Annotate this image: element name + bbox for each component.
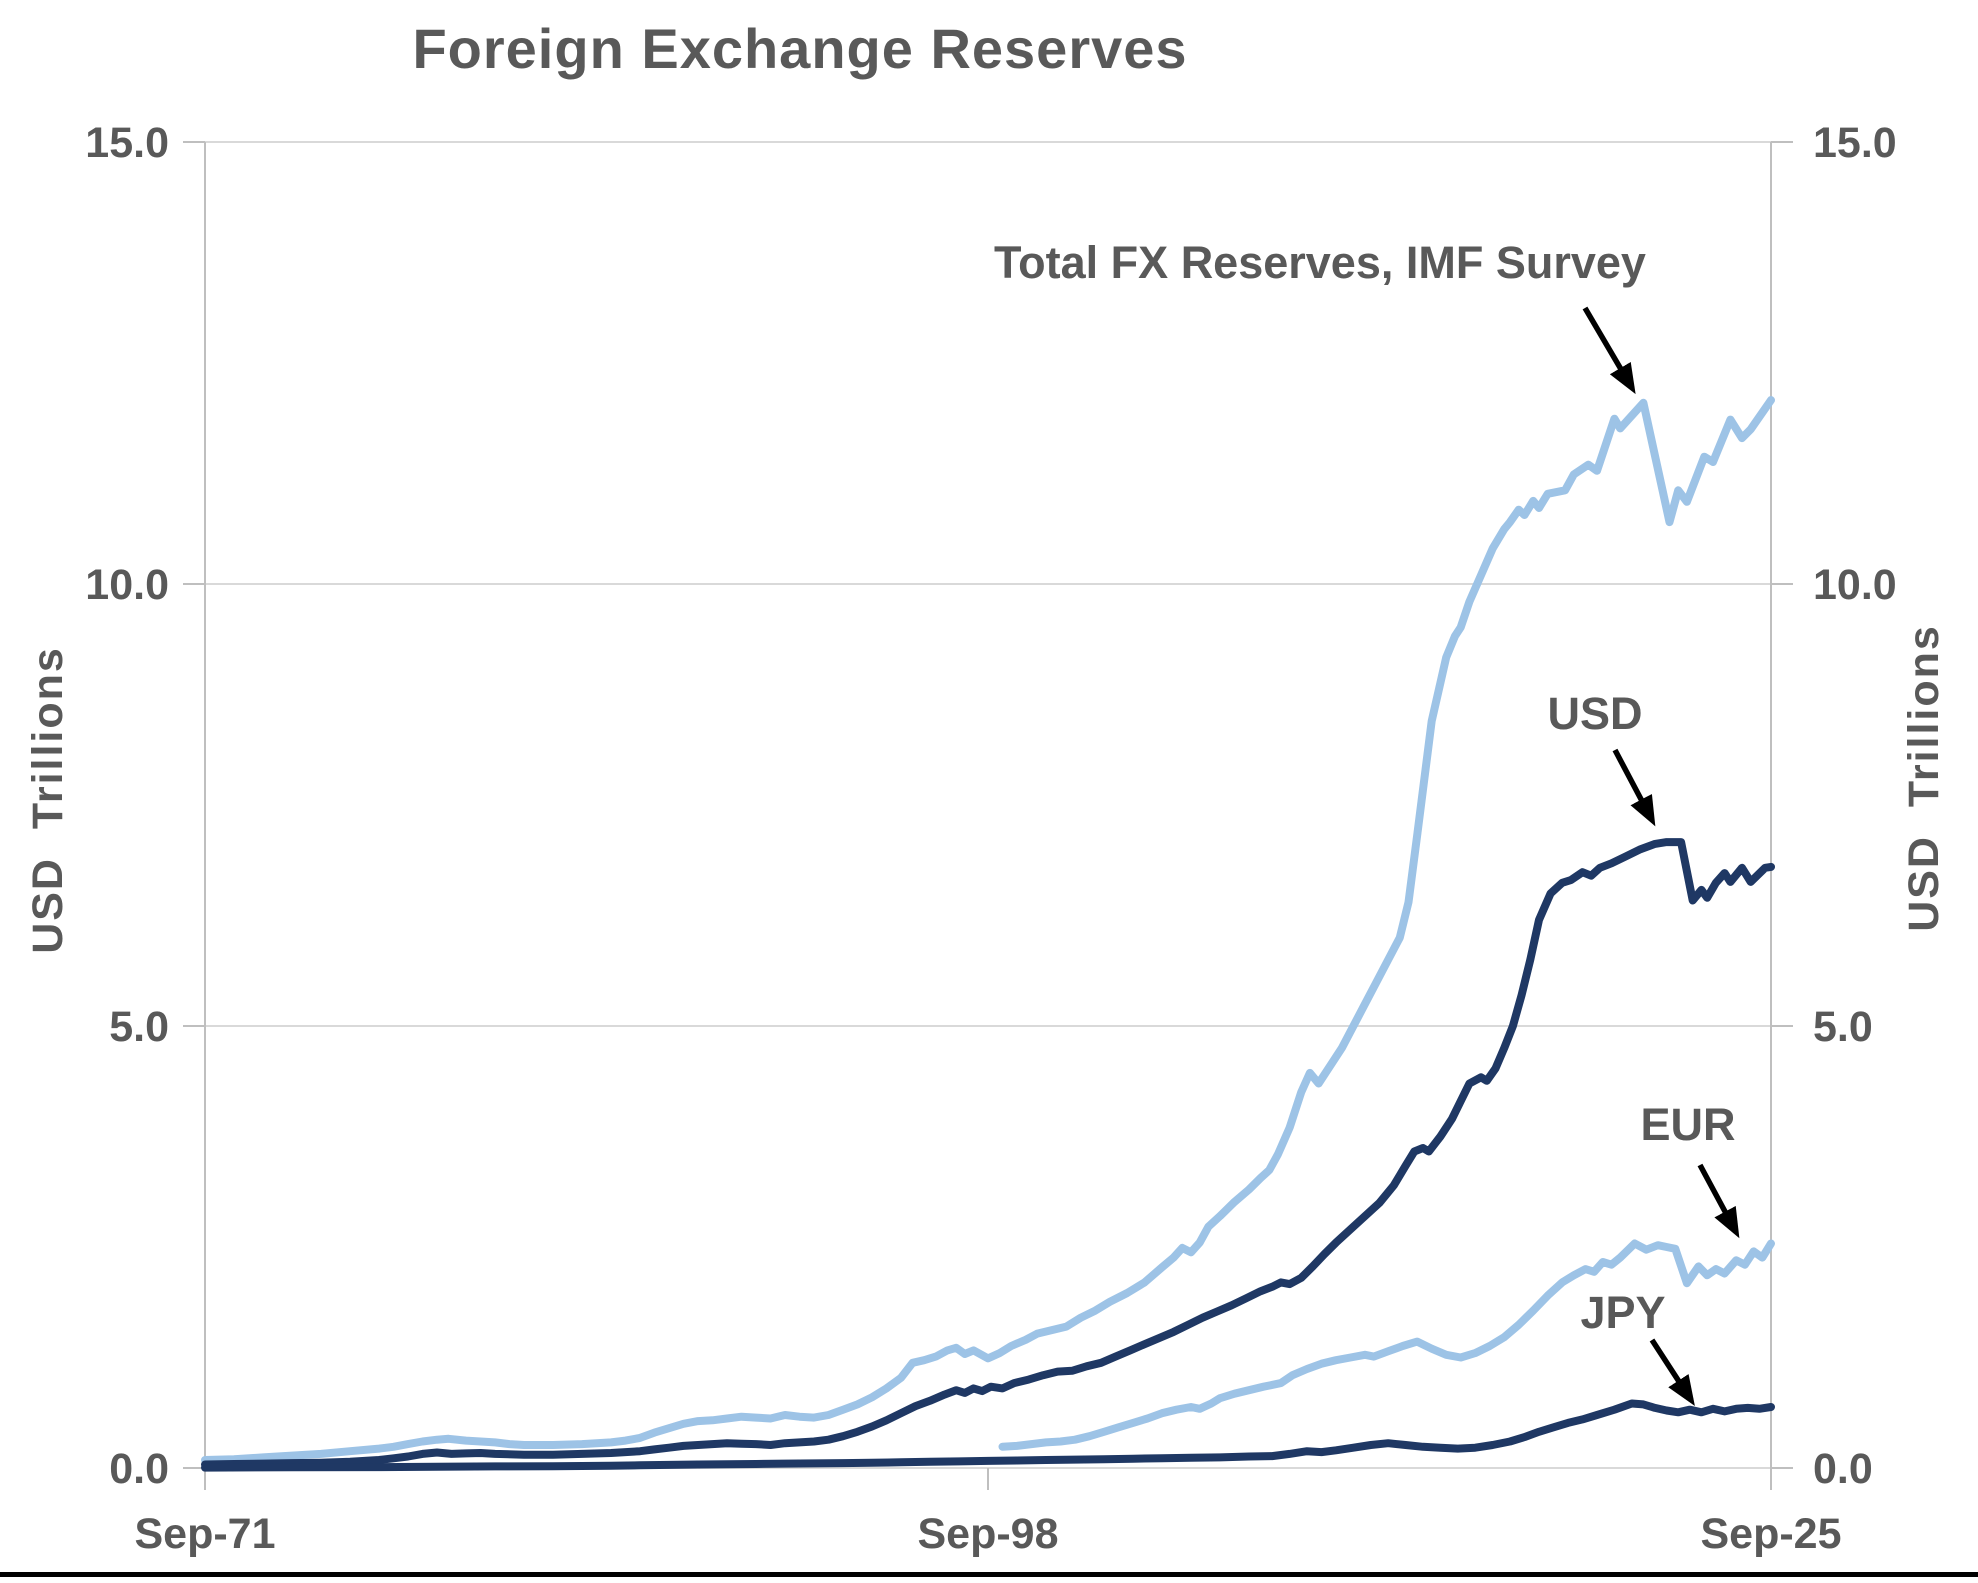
y-tick-label-left-15: 15.0 xyxy=(85,119,169,167)
y-tick-label-right-0: 0.0 xyxy=(1813,1445,1873,1493)
y-tick-label-left-5: 5.0 xyxy=(109,1003,169,1051)
annotation-label-usd: USD xyxy=(1547,688,1642,739)
annotation-arrow-total xyxy=(1582,306,1636,395)
x-tick-label-Sep-25: Sep-25 xyxy=(1700,1510,1841,1558)
series-line-eur xyxy=(998,1239,1775,1451)
annotation-label-jpy: JPY xyxy=(1580,1287,1665,1338)
annotation-arrow-usd xyxy=(1612,748,1656,827)
y-tick-label-left-10: 10.0 xyxy=(85,561,169,609)
y-tick-label-left-0: 0.0 xyxy=(109,1445,169,1493)
annotation-label-eur: EUR xyxy=(1640,1099,1735,1150)
series-line-usd xyxy=(201,838,1775,1469)
series-line-total xyxy=(201,396,1775,1464)
series-line-jpy xyxy=(201,1399,1775,1472)
y-tick-label-right-5: 5.0 xyxy=(1813,1003,1873,1051)
y-axis-title-left: USD Trillions xyxy=(24,646,72,954)
x-tick-label-Sep-71: Sep-71 xyxy=(134,1510,275,1558)
y-tick-label-right-10: 10.0 xyxy=(1813,561,1897,609)
annotation-arrow-jpy xyxy=(1649,1338,1695,1406)
annotation-label-total: Total FX Reserves, IMF Survey xyxy=(994,237,1646,288)
y-tick-label-right-15: 15.0 xyxy=(1813,119,1897,167)
chart-title: Foreign Exchange Reserves xyxy=(412,17,1188,80)
y-axis-title-right: USD Trillions xyxy=(1900,624,1948,932)
annotation-arrow-eur xyxy=(1697,1163,1740,1239)
footer-divider-bar xyxy=(0,1572,1978,1577)
x-tick-label-Sep-98: Sep-98 xyxy=(917,1510,1058,1558)
